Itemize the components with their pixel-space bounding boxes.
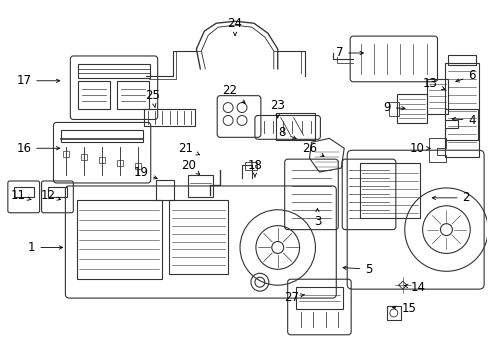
Bar: [447, 55, 475, 65]
Bar: [244, 162, 256, 170]
Bar: [295, 287, 343, 309]
Text: 14: 14: [404, 281, 425, 294]
Bar: [426, 79, 447, 113]
Text: 4: 4: [451, 114, 475, 127]
Bar: [143, 109, 195, 126]
Bar: [445, 63, 478, 157]
Text: 23: 23: [270, 99, 285, 118]
Bar: [188, 175, 213, 197]
Text: 5: 5: [342, 263, 372, 276]
Bar: [396, 94, 426, 123]
Text: 17: 17: [16, 74, 60, 87]
Bar: [117, 81, 148, 109]
Bar: [168, 200, 228, 274]
Text: 10: 10: [408, 142, 429, 155]
Bar: [63, 151, 69, 157]
Bar: [386, 306, 400, 320]
Text: 13: 13: [422, 77, 444, 90]
Text: 18: 18: [247, 159, 262, 177]
Text: 9: 9: [383, 101, 404, 114]
Text: 8: 8: [278, 126, 296, 139]
Bar: [61, 130, 142, 142]
Bar: [78, 81, 110, 109]
Text: 7: 7: [335, 46, 363, 59]
Text: 1: 1: [28, 241, 62, 254]
Text: 25: 25: [145, 89, 160, 108]
Text: 19: 19: [133, 166, 157, 179]
Bar: [275, 113, 315, 140]
Text: 24: 24: [227, 17, 242, 36]
Bar: [359, 163, 419, 218]
Bar: [388, 102, 398, 116]
Bar: [81, 154, 87, 160]
Text: 6: 6: [455, 69, 475, 82]
Text: 15: 15: [392, 302, 415, 315]
Text: 2: 2: [431, 192, 469, 204]
Bar: [47, 187, 67, 197]
Text: 12: 12: [41, 189, 61, 202]
Bar: [135, 163, 141, 169]
Bar: [117, 160, 122, 166]
Text: 11: 11: [10, 189, 31, 202]
Text: 3: 3: [313, 208, 321, 228]
Text: 22: 22: [222, 84, 244, 103]
Text: 27: 27: [284, 291, 304, 303]
Bar: [78, 64, 149, 78]
Bar: [99, 157, 105, 163]
Text: 20: 20: [181, 159, 199, 175]
Bar: [155, 180, 173, 200]
Text: 21: 21: [178, 142, 199, 155]
Bar: [77, 200, 162, 279]
Bar: [14, 187, 34, 197]
Text: 26: 26: [302, 142, 324, 156]
Text: 16: 16: [16, 142, 60, 155]
